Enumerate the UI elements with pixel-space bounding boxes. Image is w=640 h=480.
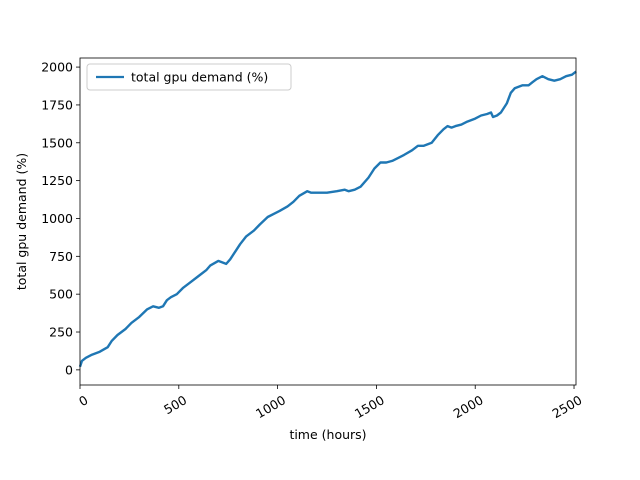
- legend-box: [86, 63, 292, 91]
- y-tick-label: 500: [49, 287, 73, 302]
- legend: total gpu demand (%): [86, 63, 292, 91]
- y-tick-label: 1250: [41, 173, 73, 188]
- y-tick-label: 750: [49, 249, 73, 264]
- series-line-0: [78, 70, 577, 368]
- y-tick-label: 1000: [41, 211, 73, 226]
- y-tick-label: 1750: [41, 97, 73, 112]
- y-tick-label: 2000: [41, 60, 73, 75]
- y-axis-label: total gpu demand (%): [14, 153, 29, 290]
- y-tick-label: 0: [65, 362, 73, 377]
- legend-entry-label: total gpu demand (%): [131, 70, 268, 85]
- y-axis-ticks: 0 250 500 750 1000 1250 1500 1750 2000: [41, 60, 80, 377]
- x-axis-label: time (hours): [289, 427, 366, 442]
- y-tick-label: 250: [49, 325, 73, 340]
- plot-frame: [79, 57, 577, 386]
- y-tick-label: 1500: [41, 135, 73, 150]
- plot-area: [78, 70, 577, 368]
